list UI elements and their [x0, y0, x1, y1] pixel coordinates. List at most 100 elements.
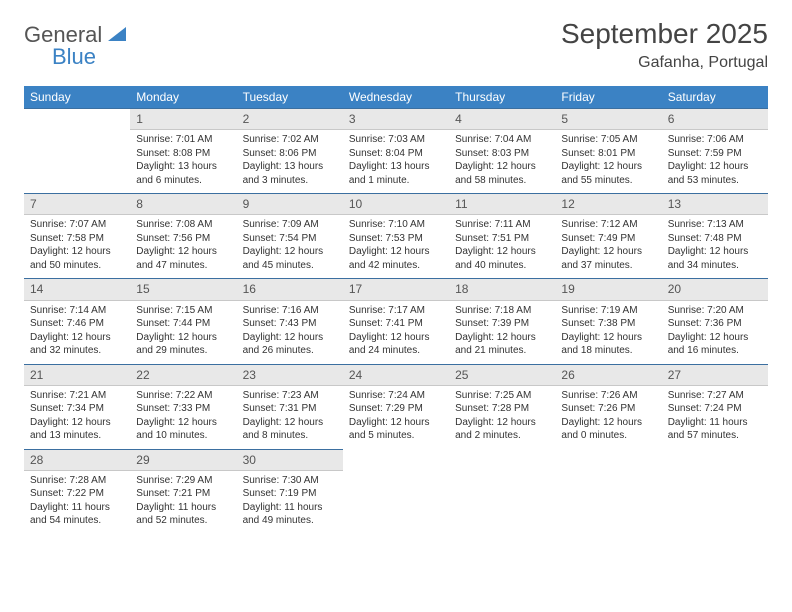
logo-word-general: General: [24, 24, 102, 46]
location: Gafanha, Portugal: [561, 54, 768, 72]
daynum-row: 78910111213: [24, 194, 768, 215]
day-content-cell: Sunrise: 7:16 AMSunset: 7:43 PMDaylight:…: [237, 300, 343, 364]
daylight-line: Daylight: 12 hours and 8 minutes.: [243, 416, 337, 443]
day-content-cell: Sunrise: 7:10 AMSunset: 7:53 PMDaylight:…: [343, 215, 449, 279]
day-number-cell: 22: [130, 364, 236, 385]
sunset-line: Sunset: 8:04 PM: [349, 147, 443, 161]
day-content-cell: Sunrise: 7:15 AMSunset: 7:44 PMDaylight:…: [130, 300, 236, 364]
sunset-line: Sunset: 7:48 PM: [668, 232, 762, 246]
daylight-line: Daylight: 11 hours and 52 minutes.: [136, 501, 230, 528]
daylight-line: Daylight: 12 hours and 40 minutes.: [455, 245, 549, 272]
sunrise-line: Sunrise: 7:29 AM: [136, 474, 230, 488]
sunrise-line: Sunrise: 7:21 AM: [30, 389, 124, 403]
daylight-line: Daylight: 12 hours and 47 minutes.: [136, 245, 230, 272]
sunrise-line: Sunrise: 7:28 AM: [30, 474, 124, 488]
sunset-line: Sunset: 7:56 PM: [136, 232, 230, 246]
day-content-cell: Sunrise: 7:17 AMSunset: 7:41 PMDaylight:…: [343, 300, 449, 364]
daylight-line: Daylight: 12 hours and 50 minutes.: [30, 245, 124, 272]
day-number-cell: 25: [449, 364, 555, 385]
sunset-line: Sunset: 7:31 PM: [243, 402, 337, 416]
day-content-cell: Sunrise: 7:01 AMSunset: 8:08 PMDaylight:…: [130, 130, 236, 194]
daylight-line: Daylight: 13 hours and 6 minutes.: [136, 160, 230, 187]
sunrise-line: Sunrise: 7:07 AM: [30, 218, 124, 232]
day-content-cell: [343, 470, 449, 534]
daylight-line: Daylight: 12 hours and 21 minutes.: [455, 331, 549, 358]
day-content-row: Sunrise: 7:14 AMSunset: 7:46 PMDaylight:…: [24, 300, 768, 364]
day-content-cell: Sunrise: 7:21 AMSunset: 7:34 PMDaylight:…: [24, 385, 130, 449]
daylight-line: Daylight: 13 hours and 3 minutes.: [243, 160, 337, 187]
sunrise-line: Sunrise: 7:24 AM: [349, 389, 443, 403]
sunrise-line: Sunrise: 7:04 AM: [455, 133, 549, 147]
sunrise-line: Sunrise: 7:11 AM: [455, 218, 549, 232]
weekday-header: Sunday: [24, 86, 130, 109]
sunrise-line: Sunrise: 7:02 AM: [243, 133, 337, 147]
day-content-cell: [24, 130, 130, 194]
sunrise-line: Sunrise: 7:10 AM: [349, 218, 443, 232]
sunset-line: Sunset: 7:59 PM: [668, 147, 762, 161]
weekday-header: Wednesday: [343, 86, 449, 109]
weekday-header: Tuesday: [237, 86, 343, 109]
sunrise-line: Sunrise: 7:09 AM: [243, 218, 337, 232]
weekday-header: Monday: [130, 86, 236, 109]
logo-word-blue: Blue: [52, 46, 126, 68]
day-content-cell: Sunrise: 7:13 AMSunset: 7:48 PMDaylight:…: [662, 215, 768, 279]
sunset-line: Sunset: 7:49 PM: [561, 232, 655, 246]
day-number-cell: 1: [130, 109, 236, 130]
sunset-line: Sunset: 7:28 PM: [455, 402, 549, 416]
day-content-cell: Sunrise: 7:30 AMSunset: 7:19 PMDaylight:…: [237, 470, 343, 534]
day-content-cell: Sunrise: 7:03 AMSunset: 8:04 PMDaylight:…: [343, 130, 449, 194]
daylight-line: Daylight: 12 hours and 18 minutes.: [561, 331, 655, 358]
daylight-line: Daylight: 12 hours and 32 minutes.: [30, 331, 124, 358]
logo-sail-icon: [108, 27, 126, 41]
day-number-cell: 5: [555, 109, 661, 130]
daylight-line: Daylight: 12 hours and 16 minutes.: [668, 331, 762, 358]
day-content-row: Sunrise: 7:28 AMSunset: 7:22 PM Daylight:…: [24, 470, 768, 534]
sunrise-line: Sunrise: 7:13 AM: [668, 218, 762, 232]
sunset-line: Sunset: 8:06 PM: [243, 147, 337, 161]
sunrise-line: Sunrise: 7:20 AM: [668, 304, 762, 318]
sunrise-line: Sunrise: 7:18 AM: [455, 304, 549, 318]
daynum-row: 123456: [24, 109, 768, 130]
daylight-line: Daylight: 12 hours and 29 minutes.: [136, 331, 230, 358]
daylight-line: Daylight: 12 hours and 0 minutes.: [561, 416, 655, 443]
logo: General Blue: [24, 24, 126, 68]
day-number-cell: 2: [237, 109, 343, 130]
month-title: September 2025: [561, 18, 768, 50]
day-number-cell: 16: [237, 279, 343, 300]
day-number-cell: 27: [662, 364, 768, 385]
daylight-line: Daylight: 12 hours and 58 minutes.: [455, 160, 549, 187]
sunset-line: Sunset: 7:22 PM: [30, 487, 124, 501]
sunrise-line: Sunrise: 7:12 AM: [561, 218, 655, 232]
day-number-cell: 28: [24, 449, 130, 470]
daylight-line: Daylight: 12 hours and 24 minutes.: [349, 331, 443, 358]
day-number-cell: 29: [130, 449, 236, 470]
sunrise-line: Sunrise: 7:08 AM: [136, 218, 230, 232]
daylight-line: Daylight: 12 hours and 2 minutes.: [455, 416, 549, 443]
sunset-line: Sunset: 7:39 PM: [455, 317, 549, 331]
sunset-line: Sunset: 7:29 PM: [349, 402, 443, 416]
day-content-cell: Sunrise: 7:06 AMSunset: 7:59 PMDaylight:…: [662, 130, 768, 194]
day-number-cell: 18: [449, 279, 555, 300]
sunset-line: Sunset: 8:01 PM: [561, 147, 655, 161]
day-content-cell: Sunrise: 7:24 AMSunset: 7:29 PMDaylight:…: [343, 385, 449, 449]
day-number-cell: 14: [24, 279, 130, 300]
day-number-cell: 7: [24, 194, 130, 215]
daylight-line: Daylight: 12 hours and 10 minutes.: [136, 416, 230, 443]
sunset-line: Sunset: 7:19 PM: [243, 487, 337, 501]
daynum-row: 282930: [24, 449, 768, 470]
day-content-cell: Sunrise: 7:23 AMSunset: 7:31 PMDaylight:…: [237, 385, 343, 449]
sunset-line: Sunset: 7:51 PM: [455, 232, 549, 246]
day-number-cell: [662, 449, 768, 470]
day-number-cell: 19: [555, 279, 661, 300]
day-number-cell: 17: [343, 279, 449, 300]
sunrise-line: Sunrise: 7:05 AM: [561, 133, 655, 147]
day-number-cell: 4: [449, 109, 555, 130]
daylight-line: Daylight: 12 hours and 13 minutes.: [30, 416, 124, 443]
day-content-cell: Sunrise: 7:19 AMSunset: 7:38 PMDaylight:…: [555, 300, 661, 364]
daylight-line: Daylight: 12 hours and 34 minutes.: [668, 245, 762, 272]
daylight-line: Daylight: 11 hours and 57 minutes.: [668, 416, 762, 443]
sunset-line: Sunset: 7:58 PM: [30, 232, 124, 246]
day-number-cell: 8: [130, 194, 236, 215]
sunset-line: Sunset: 7:46 PM: [30, 317, 124, 331]
day-number-cell: 24: [343, 364, 449, 385]
